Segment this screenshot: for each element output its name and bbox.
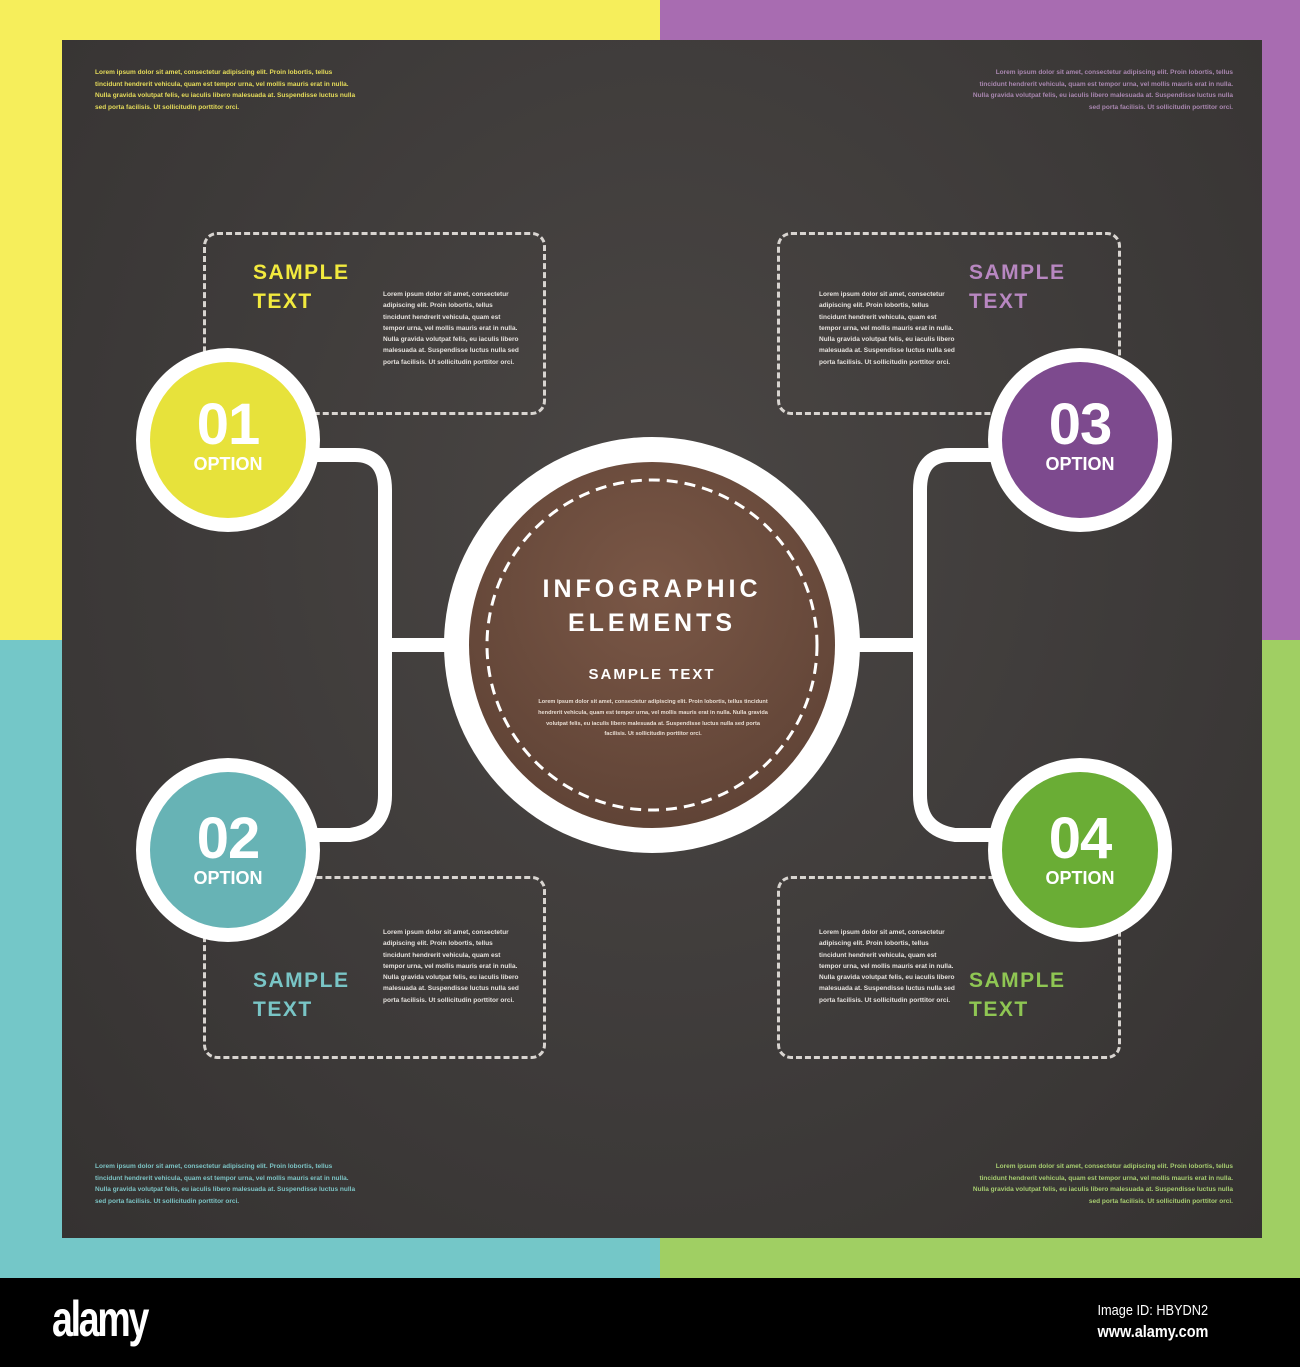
option-03-label: 03 OPTION bbox=[1000, 392, 1160, 475]
option-node-04 bbox=[988, 758, 1172, 942]
heading-line: SAMPLE bbox=[969, 969, 1066, 992]
center-node bbox=[444, 437, 860, 853]
option-03-heading: SAMPLE TEXT bbox=[969, 258, 1109, 316]
option-number: 01 bbox=[196, 392, 261, 457]
option-text: OPTION bbox=[1045, 868, 1115, 888]
option-04-label: 04 OPTION bbox=[1000, 806, 1160, 889]
image-id: Image ID: HBYDN2 bbox=[1097, 1302, 1208, 1319]
corner-text-top-right: Lorem ipsum dolor sit amet, consectetur … bbox=[972, 69, 1233, 111]
alamy-logo: alamy bbox=[52, 1291, 149, 1347]
heading-line: TEXT bbox=[253, 998, 313, 1021]
option-box-03 bbox=[777, 232, 1121, 415]
option-number: 02 bbox=[196, 806, 261, 871]
heading-line: SAMPLE bbox=[253, 261, 350, 284]
heading-line: TEXT bbox=[969, 290, 1029, 313]
corner-text-top-left: Lorem ipsum dolor sit amet, consectetur … bbox=[95, 69, 356, 111]
option-01-heading: SAMPLE TEXT bbox=[253, 258, 393, 316]
option-04-heading: SAMPLE TEXT bbox=[969, 966, 1109, 1024]
option-number: 03 bbox=[1048, 392, 1113, 457]
option-01-label: 01 OPTION bbox=[148, 392, 308, 475]
option-02-heading: SAMPLE TEXT bbox=[253, 966, 393, 1024]
option-text: OPTION bbox=[1045, 454, 1115, 474]
option-text: OPTION bbox=[193, 454, 263, 474]
option-text: OPTION bbox=[193, 868, 263, 888]
option-node-01 bbox=[136, 348, 320, 532]
title-line: ELEMENTS bbox=[567, 609, 737, 637]
heading-line: TEXT bbox=[253, 290, 313, 313]
option-03-body: Lorem ipsum dolor sit amet, consectetur … bbox=[819, 291, 955, 366]
heading-line: TEXT bbox=[969, 998, 1029, 1021]
corner-text-bottom-right: Lorem ipsum dolor sit amet, consectetur … bbox=[972, 1163, 1233, 1205]
option-box-01 bbox=[203, 232, 546, 415]
option-01-body: Lorem ipsum dolor sit amet, consectetur … bbox=[383, 291, 519, 366]
site-url: www.alamy.com bbox=[1097, 1322, 1208, 1341]
title-line: INFOGRAPHIC bbox=[542, 575, 762, 603]
center-subtitle: SAMPLE TEXT bbox=[588, 666, 716, 683]
option-box-02 bbox=[203, 876, 546, 1059]
option-box-04 bbox=[777, 876, 1121, 1059]
connector-left bbox=[308, 448, 392, 842]
center-body: Lorem ipsum dolor sit amet, consectetur … bbox=[538, 699, 768, 738]
option-node-03 bbox=[988, 348, 1172, 532]
option-node-02 bbox=[136, 758, 320, 942]
footer-bar bbox=[0, 1278, 1300, 1367]
connector-right bbox=[913, 448, 1002, 842]
option-04-body: Lorem ipsum dolor sit amet, consectetur … bbox=[819, 929, 955, 1004]
heading-line: SAMPLE bbox=[253, 969, 350, 992]
heading-line: SAMPLE bbox=[969, 261, 1066, 284]
diagram-graphics bbox=[136, 348, 1172, 942]
option-02-label: 02 OPTION bbox=[148, 806, 308, 889]
option-number: 04 bbox=[1048, 806, 1113, 871]
option-02-body: Lorem ipsum dolor sit amet, consectetur … bbox=[383, 929, 519, 1004]
center-title: INFOGRAPHIC ELEMENTS bbox=[452, 572, 852, 640]
corner-text-bottom-left: Lorem ipsum dolor sit amet, consectetur … bbox=[95, 1163, 356, 1205]
